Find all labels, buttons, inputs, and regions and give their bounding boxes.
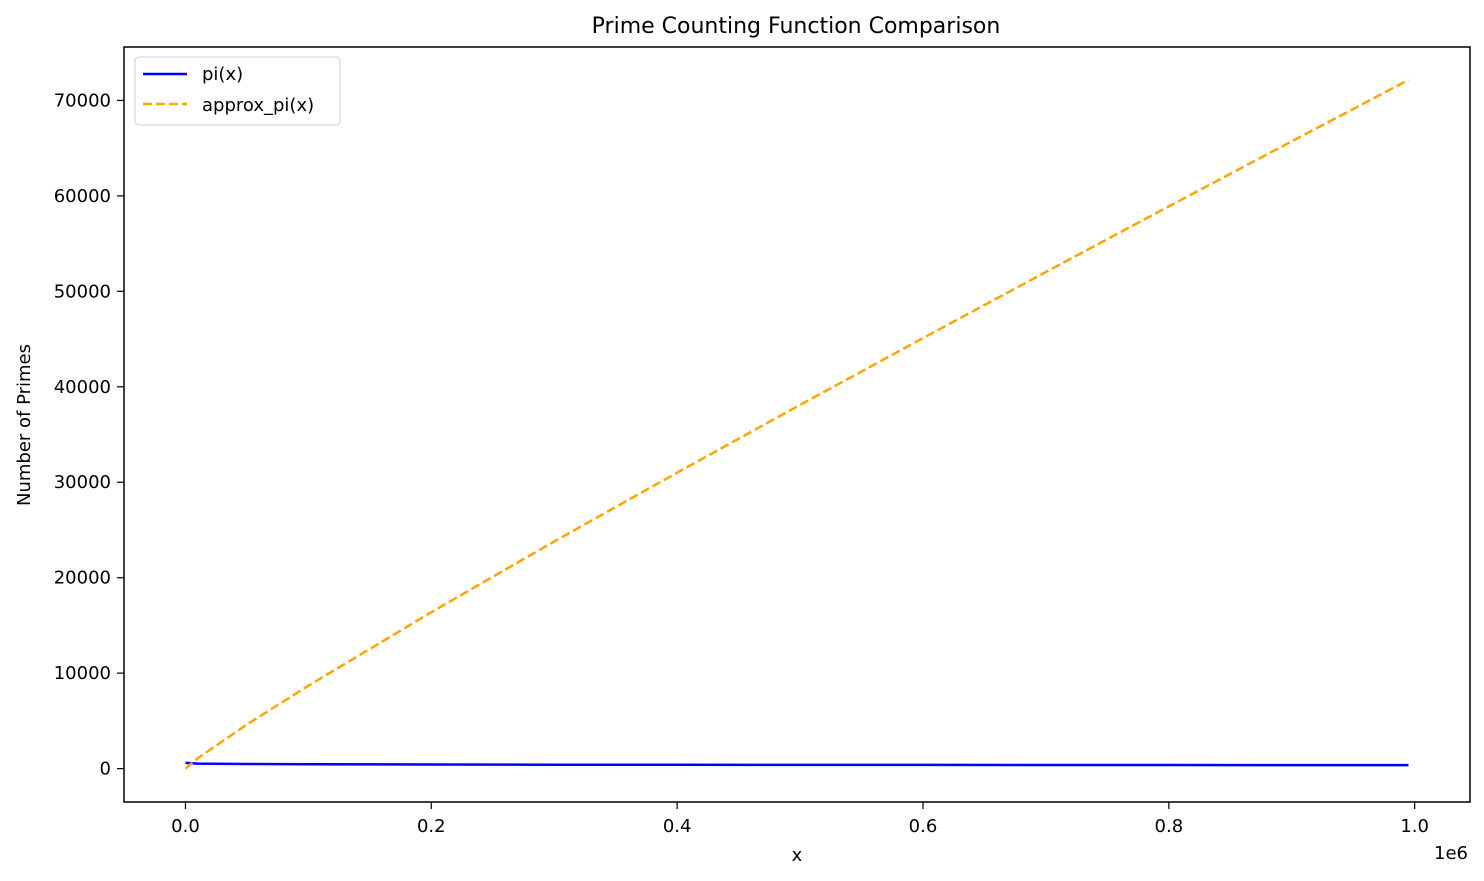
x-tick-label: 0.4 [663, 816, 692, 837]
y-axis-label: Number of Primes [14, 344, 35, 506]
y-tick-label: 60000 [54, 186, 111, 207]
x-tick-label: 0.0 [171, 816, 200, 837]
x-tick-label: 0.6 [909, 816, 938, 837]
x-tick-label: 1.0 [1400, 816, 1429, 837]
y-tick-label: 10000 [54, 663, 111, 684]
plot-area [184, 78, 1410, 770]
y-axis: 0 10000 20000 30000 40000 50000 60000 70000 [54, 90, 124, 780]
x-axis-label: x [792, 845, 803, 866]
y-tick-label: 0 [100, 759, 111, 780]
legend: pi(x) approx_pi(x) [134, 56, 341, 126]
legend-label-approx: approx_pi(x) [202, 95, 314, 116]
axes-frame [123, 46, 1471, 803]
chart-title: Prime Counting Function Comparison [592, 14, 1001, 39]
legend-label-pi: pi(x) [202, 64, 243, 85]
x-tick-label: 0.2 [417, 816, 446, 837]
y-tick-label: 40000 [54, 377, 111, 398]
y-tick-label: 50000 [54, 281, 111, 302]
series-line-approx [184, 78, 1410, 770]
y-tick-label: 70000 [54, 90, 111, 111]
y-tick-label: 30000 [54, 472, 111, 493]
y-tick-label: 20000 [54, 568, 111, 589]
x-axis: 0.0 0.2 0.4 0.6 0.8 1.0 [171, 802, 1429, 837]
x-tick-label: 0.8 [1155, 816, 1184, 837]
x-axis-offset-label: 1e6 [1434, 843, 1468, 864]
series-line-pi [185, 761, 1409, 767]
